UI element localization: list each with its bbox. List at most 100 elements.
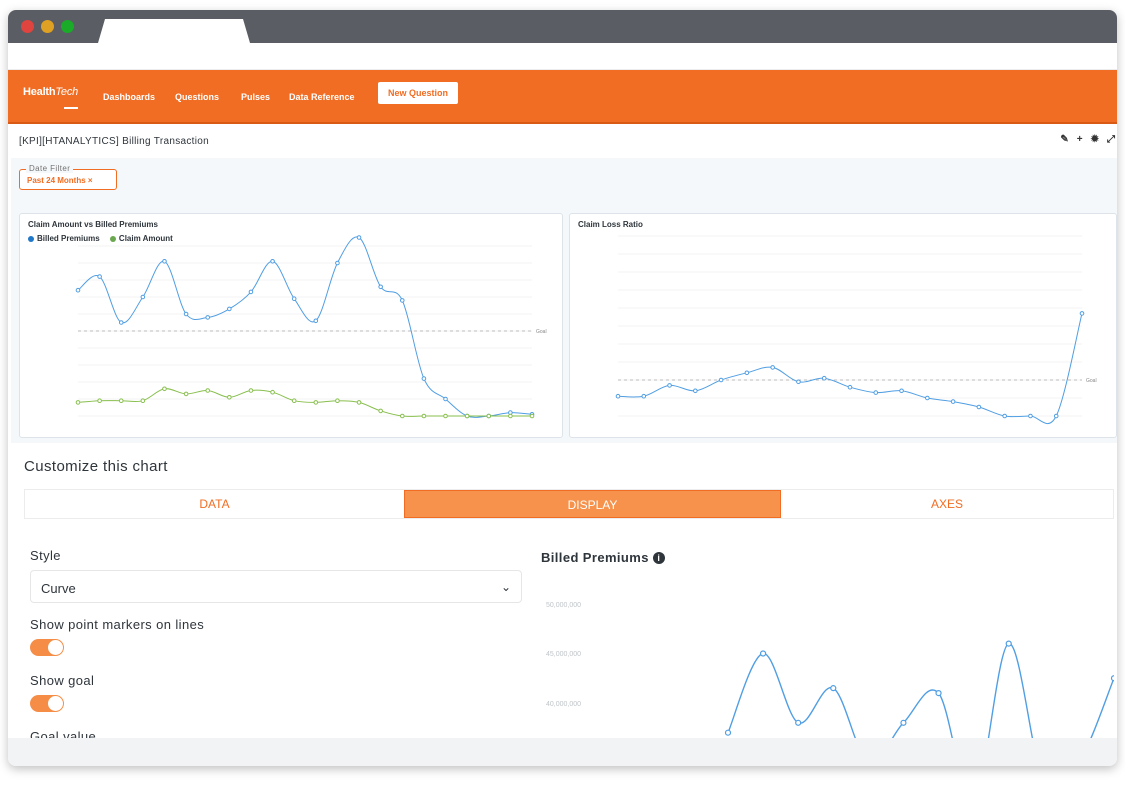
chevron-down-icon: ⌄ <box>500 580 511 594</box>
close-window-icon[interactable] <box>21 20 34 33</box>
info-icon[interactable]: i <box>652 552 665 564</box>
chart-title: Claim Loss Ratio <box>578 220 643 229</box>
data-point <box>227 395 232 400</box>
customize-tabs: DATA DISPLAY AXES <box>24 489 1114 519</box>
data-point <box>1110 675 1114 682</box>
data-point <box>925 395 930 401</box>
data-point <box>399 413 405 419</box>
data-point <box>847 384 853 390</box>
nav-data-reference[interactable]: Data Reference <box>289 92 355 102</box>
style-select[interactable]: Curve ⌄ <box>30 570 522 603</box>
series-line <box>77 236 533 418</box>
data-point <box>693 388 698 394</box>
date-filter[interactable]: Date Filter Past 24 Months × <box>19 164 117 190</box>
plus-icon[interactable]: + <box>1076 134 1083 145</box>
tab-data[interactable]: DATA <box>199 497 230 511</box>
y-tick-label: 40,000,000 <box>546 701 581 708</box>
data-point <box>97 274 102 279</box>
data-point <box>421 413 427 419</box>
data-point <box>950 399 956 404</box>
data-point <box>335 260 340 266</box>
data-point <box>291 296 297 301</box>
y-tick-label: 50,000,000 <box>546 602 581 609</box>
expand-icon[interactable]: ⤢ <box>1107 134 1115 145</box>
dashboard-area: Date Filter Past 24 Months × Claim Amoun… <box>11 158 1117 443</box>
data-point <box>795 719 802 726</box>
browser-toolbar <box>8 43 1117 70</box>
edit-icon[interactable]: ✎ <box>1060 134 1069 145</box>
nav-questions[interactable]: Questions <box>175 92 220 102</box>
logo-text-tech: Tech <box>55 86 79 98</box>
data-point <box>118 320 124 325</box>
goal-label: Goal <box>1086 378 1097 384</box>
data-point <box>75 287 81 293</box>
nav-pulses[interactable]: Pulses <box>241 92 271 102</box>
data-point <box>75 400 81 405</box>
data-point <box>313 318 319 324</box>
browser-tab[interactable] <box>98 19 250 43</box>
data-point <box>1005 640 1012 647</box>
claim-loss-ratio-chart: Goal <box>615 235 1097 425</box>
data-point <box>421 376 427 381</box>
data-point <box>724 729 732 736</box>
data-point <box>759 650 767 657</box>
series-line <box>727 642 1114 748</box>
data-point <box>356 400 362 405</box>
data-point <box>205 315 211 320</box>
data-point <box>900 719 907 726</box>
app-logo[interactable]: HealthTech <box>23 86 78 98</box>
data-point <box>443 396 448 402</box>
legend-dot-icon <box>109 235 116 242</box>
gear-icon[interactable]: ✹ <box>1090 134 1099 145</box>
legend-label: Billed Premiums <box>37 234 100 243</box>
data-point <box>508 413 513 419</box>
data-point <box>796 379 801 385</box>
legend-item-claim-amount[interactable]: Claim Amount <box>109 234 173 243</box>
tab-display[interactable]: DISPLAY <box>404 490 781 518</box>
point-markers-label: Show point markers on lines <box>30 617 205 632</box>
maximize-window-icon[interactable] <box>61 20 74 33</box>
data-point <box>667 383 672 388</box>
new-question-button[interactable]: New Question <box>378 82 458 104</box>
data-point <box>399 298 405 303</box>
data-point <box>744 370 750 376</box>
data-point <box>821 375 827 381</box>
data-point <box>356 235 362 240</box>
show-goal-label: Show goal <box>30 673 95 688</box>
toggle-knob <box>48 696 63 711</box>
legend-item-billed-premiums[interactable]: Billed Premiums <box>28 234 100 243</box>
data-point <box>378 408 383 414</box>
data-point <box>976 404 982 410</box>
top-navbar: HealthTech Dashboards Questions Pulses D… <box>8 70 1117 124</box>
chart-legend: Billed Premiums Claim Amount <box>28 234 181 243</box>
data-point <box>118 398 124 403</box>
chart-card-claim-loss-ratio[interactable]: Claim Loss Ratio Goal <box>569 213 1117 438</box>
data-point <box>1002 413 1007 419</box>
minimize-window-icon[interactable] <box>41 20 54 33</box>
chart-card-claims-vs-premiums[interactable]: Claim Amount vs Billed Premiums Billed P… <box>19 213 563 438</box>
data-point <box>248 388 254 393</box>
data-point <box>718 377 724 383</box>
customize-heading: Customize this chart <box>24 458 168 475</box>
series-line <box>617 313 1083 425</box>
nav-dashboards[interactable]: Dashboards <box>103 92 156 102</box>
claims-vs-premiums-chart: Goal <box>75 235 547 419</box>
data-point <box>641 393 647 399</box>
data-point <box>183 391 189 397</box>
point-markers-toggle[interactable] <box>30 639 64 656</box>
data-point <box>1028 413 1033 419</box>
data-point <box>770 365 775 370</box>
data-point <box>140 398 146 403</box>
y-tick-label: 45,000,000 <box>546 651 581 658</box>
data-point <box>615 393 621 399</box>
tab-axes[interactable]: AXES <box>930 497 963 511</box>
date-filter-value[interactable]: Past 24 Months × <box>27 176 93 185</box>
toggle-knob <box>48 640 63 655</box>
logo-text-main: Health <box>23 86 56 98</box>
data-point <box>1079 311 1085 316</box>
data-point <box>205 388 211 393</box>
data-point <box>248 289 254 295</box>
data-point <box>1053 413 1059 419</box>
browser-window: HealthTech Dashboards Questions Pulses D… <box>8 10 1117 766</box>
show-goal-toggle[interactable] <box>30 695 64 712</box>
